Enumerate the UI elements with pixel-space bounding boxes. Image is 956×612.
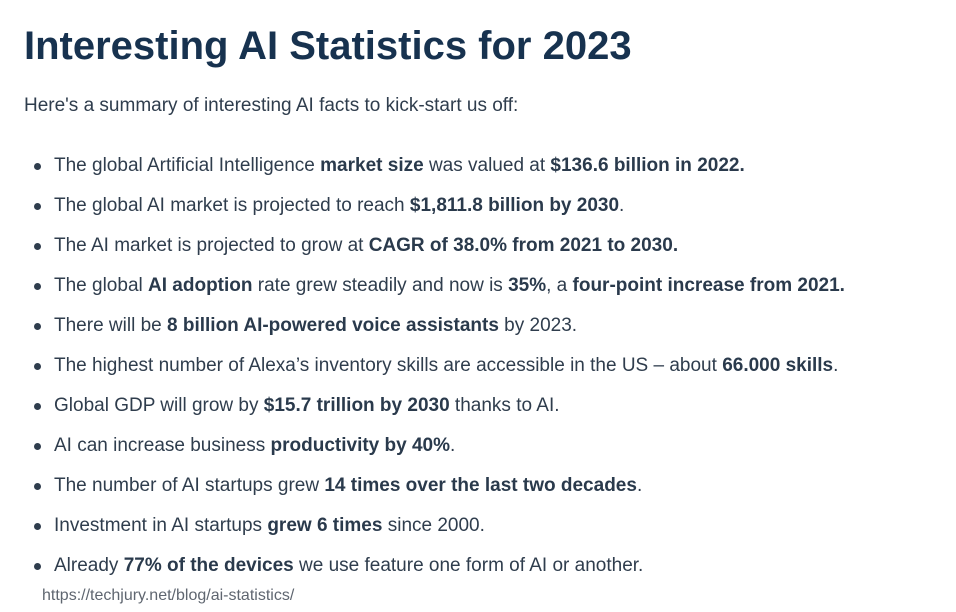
fact-highlight: productivity by 40%: [270, 435, 451, 456]
fact-text: rate grew steadily and now is: [252, 275, 509, 296]
list-item: The global Artificial Intelligence marke…: [0, 153, 845, 193]
fact-text: by 2023.: [498, 315, 578, 336]
fact-text: since 2000.: [382, 515, 485, 536]
fact-highlight: grew 6 times: [267, 515, 383, 536]
bullet-icon: [34, 363, 41, 370]
list-item: Global GDP will grow by $15.7 trillion b…: [0, 393, 845, 433]
fact-highlight: 35%: [508, 275, 547, 296]
fact-text: The global: [54, 275, 149, 296]
bullet-icon: [34, 483, 41, 490]
fact-highlight: $1,811.8 billion by 2030: [409, 195, 620, 216]
fact-text: The number of AI startups grew: [54, 475, 325, 496]
fact-highlight: 8 billion AI-powered voice assistants: [167, 315, 499, 336]
list-item: The number of AI startups grew 14 times …: [0, 473, 845, 513]
bullet-icon: [34, 523, 41, 530]
fact-text: .: [833, 355, 839, 376]
fact-text: we use feature one form of AI or another…: [293, 555, 644, 576]
bullet-icon: [34, 563, 41, 570]
page-title: Interesting AI Statistics for 2023: [24, 24, 632, 68]
fact-text: Investment in AI startups: [54, 515, 268, 536]
fact-highlight: $15.7 trillion by 2030: [263, 395, 450, 416]
fact-text: .: [619, 195, 625, 216]
bullet-icon: [34, 203, 41, 210]
fact-text: The highest number of Alexa’s inventory …: [54, 355, 723, 376]
list-item: AI can increase business productivity by…: [0, 433, 845, 473]
list-item: Investment in AI startups grew 6 times s…: [0, 513, 845, 553]
fact-text: AI can increase business: [54, 435, 271, 456]
fact-text: .: [636, 475, 643, 496]
fact-text: There will be: [54, 315, 167, 336]
fact-highlight: CAGR of 38.0% from 2021 to 2030.: [368, 235, 679, 256]
fact-text: Global GDP will grow by: [54, 395, 264, 416]
fact-text: The global Artificial Intelligence: [54, 155, 321, 176]
fact-highlight: market size: [320, 155, 424, 176]
fact-highlight: four-point increase from 2021.: [572, 275, 845, 296]
fact-highlight: 77% of the devices: [123, 555, 294, 576]
list-item: There will be 8 billion AI-powered voice…: [0, 313, 845, 353]
list-item: The AI market is projected to grow at CA…: [0, 233, 845, 273]
source-url: https://techjury.net/blog/ai-statistics/: [42, 587, 295, 604]
list-item: The highest number of Alexa’s inventory …: [0, 353, 845, 393]
bullet-icon: [34, 243, 41, 250]
fact-text: was valued at: [423, 155, 551, 176]
fact-highlight: AI adoption: [148, 275, 253, 296]
bullet-icon: [34, 323, 41, 330]
fact-text: .: [450, 435, 456, 456]
fact-highlight: 66.000 skills: [722, 355, 834, 376]
fact-text: Already: [54, 555, 124, 576]
bullet-icon: [34, 403, 41, 410]
fact-text: The global AI market is projected to rea…: [54, 195, 410, 216]
fact-text: The AI market is projected to grow at: [54, 235, 369, 256]
fact-highlight: $136.6 billion in 2022.: [550, 155, 745, 176]
list-item: The global AI market is projected to rea…: [0, 193, 845, 233]
fact-text: thanks to AI.: [449, 395, 560, 416]
list-item: The global AI adoption rate grew steadil…: [0, 273, 845, 313]
facts-list: The global Artificial Intelligence marke…: [0, 153, 845, 593]
list-item: Already 77% of the devices we use featur…: [0, 553, 845, 593]
fact-text: , a: [546, 275, 573, 296]
bullet-icon: [34, 443, 41, 450]
bullet-icon: [34, 283, 41, 290]
fact-highlight: 14 times over the last two decades: [324, 475, 637, 496]
intro-text: Here's a summary of interesting AI facts…: [24, 95, 519, 116]
bullet-icon: [34, 163, 41, 170]
